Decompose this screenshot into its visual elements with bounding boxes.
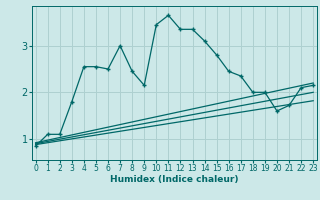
X-axis label: Humidex (Indice chaleur): Humidex (Indice chaleur) bbox=[110, 175, 239, 184]
